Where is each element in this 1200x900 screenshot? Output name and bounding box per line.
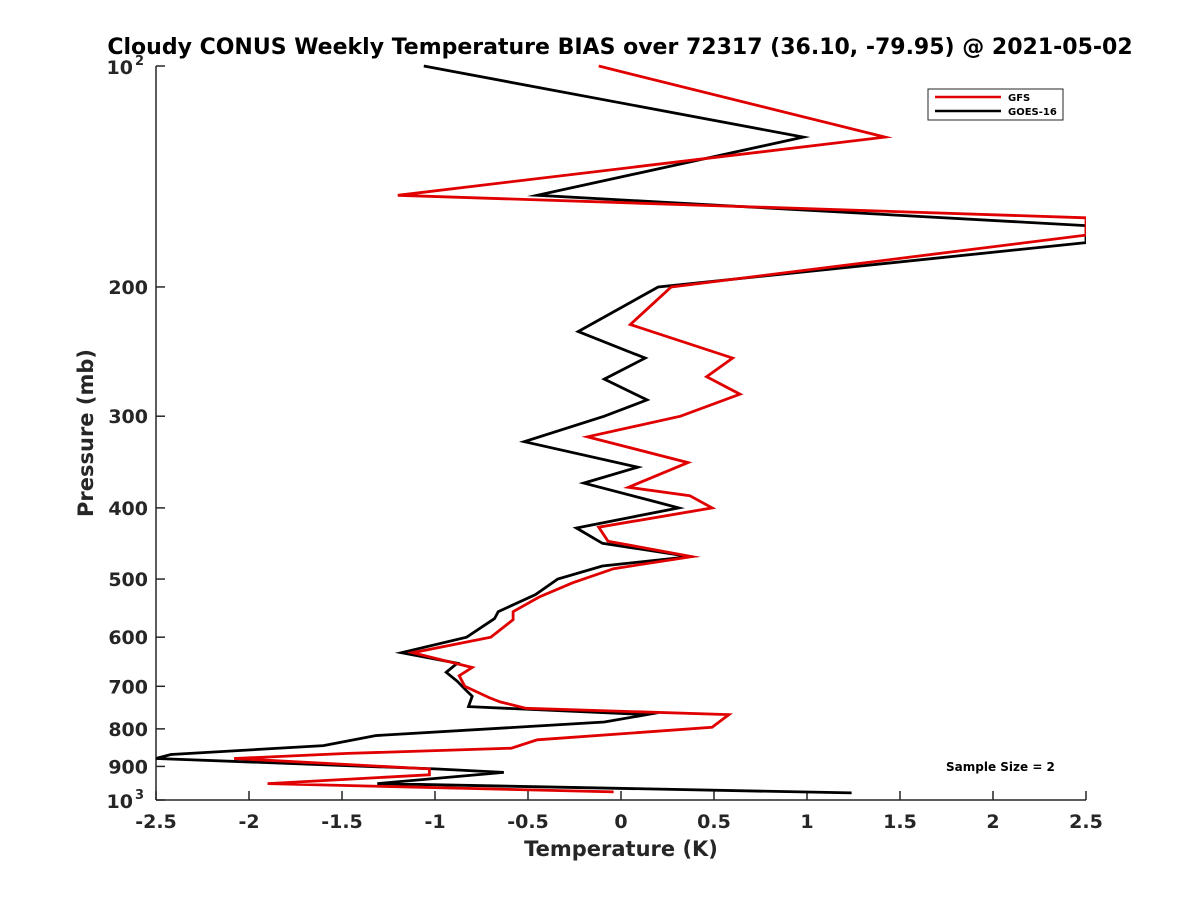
y-tick-label: 300 [108,406,148,428]
y-tick-label: 600 [108,627,148,649]
y-tick-label: 700 [108,676,148,698]
x-tick-label: -2.5 [135,811,177,833]
y-tick-exponent: 2 [135,54,144,69]
x-tick-label: 2.5 [1069,811,1103,833]
y-tick-label: 10 [107,791,133,813]
x-tick-group: -2.5 -2 -1.5 -1 -0.5 0 0.5 1 1.5 2 2.5 [135,791,1103,833]
x-tick-label: 0 [614,811,627,833]
y-tick-label: 200 [108,277,148,299]
y-tick-exponent: 3 [135,788,144,803]
series-line-gfs [234,64,1086,794]
x-tick-label: 2 [986,811,999,833]
y-tick-label: 800 [108,719,148,741]
x-tick-label: -0.5 [507,811,549,833]
y-axis-label: Pressure (mb) [74,349,98,517]
y-tick-label: 10 [107,57,133,79]
x-tick-label: -1 [424,811,445,833]
x-tick-label: 1 [800,811,813,833]
plot-area [156,64,1086,795]
x-tick-label: 0.5 [697,811,731,833]
x-tick-label: -1.5 [321,811,363,833]
legend-box [927,88,1064,121]
x-tick-label: 1.5 [883,811,917,833]
y-tick-label: 500 [108,569,148,591]
x-tick-label: -2 [238,811,259,833]
x-axis-label: Temperature (K) [524,837,718,861]
y-tick-label: 400 [108,498,148,520]
legend-label-goes16: GOES-16 [1008,107,1057,118]
series-line-goes16 [156,64,1086,795]
sample-size-annotation: Sample Size = 2 [946,760,1055,774]
y-tick-label: 900 [108,756,148,778]
legend: GFS GOES-16 [927,88,1064,121]
chart-title: Cloudy CONUS Weekly Temperature BIAS ove… [107,35,1132,60]
legend-label-gfs: GFS [1008,93,1030,104]
